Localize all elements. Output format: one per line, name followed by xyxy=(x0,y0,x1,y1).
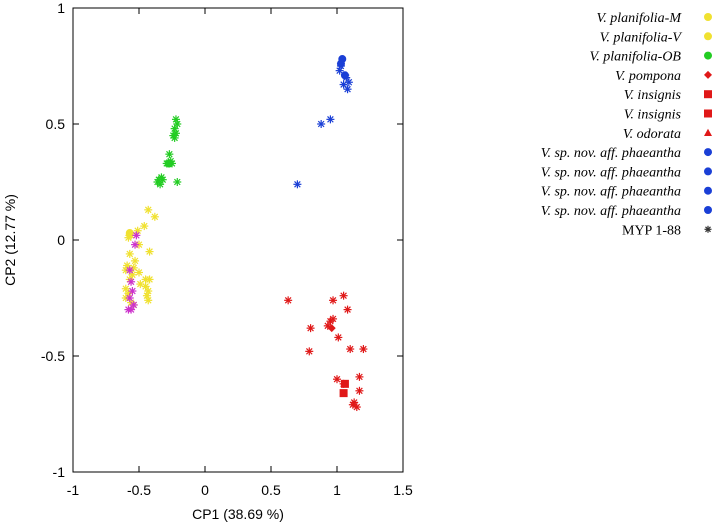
legend-label: V. planifolia-OB xyxy=(589,50,681,65)
legend: V. planifolia-M V. planifolia-V V. planifo… xyxy=(541,11,712,238)
legend-marker xyxy=(704,90,712,99)
data-point-yellow xyxy=(144,296,153,305)
x-axis-label: CP1 (38.69 %) xyxy=(192,506,284,522)
data-point-red-square xyxy=(340,379,349,388)
data-point-yellow xyxy=(131,256,140,265)
data-point-red xyxy=(329,314,338,323)
data-point-yellow xyxy=(140,222,149,231)
data-points xyxy=(121,55,368,412)
data-point-red xyxy=(284,296,293,305)
data-point-blue xyxy=(293,180,302,189)
data-point-green xyxy=(165,150,174,159)
data-point-yellow xyxy=(145,275,154,284)
axis-ticks: -1 -0.5 0 0.5 1 1.5 1 0.5 0 -0.5 -1 xyxy=(41,0,413,498)
data-point-red xyxy=(346,345,355,354)
y-tick-label: 0 xyxy=(57,232,65,248)
legend-marker xyxy=(704,32,712,41)
legend-marker xyxy=(704,206,712,214)
y-tick-label: -0.5 xyxy=(41,348,65,364)
data-point-red xyxy=(329,296,338,305)
y-tick-label: 1 xyxy=(57,0,65,16)
data-point-blue xyxy=(317,120,326,128)
data-point-yellow xyxy=(125,249,134,258)
data-point-magenta xyxy=(129,300,138,309)
data-point-green xyxy=(156,180,165,189)
x-tick-label: -0.5 xyxy=(127,482,151,498)
data-point-blue xyxy=(343,85,352,94)
legend-label: V. planifolia-V xyxy=(600,30,683,45)
data-point-green xyxy=(170,133,179,142)
data-point-magenta xyxy=(131,240,140,249)
y-tick-label: 0.5 xyxy=(46,116,66,132)
data-point-green xyxy=(173,178,182,186)
data-point-magenta xyxy=(128,287,137,296)
data-point-green xyxy=(171,115,180,124)
data-point-yellow-circle xyxy=(125,229,134,238)
legend-label: V. sp. nov. aff. phaeantha xyxy=(541,204,681,219)
x-tick-label: 1.5 xyxy=(393,482,413,498)
legend-label: V. pompona xyxy=(615,69,681,84)
x-tick-label: 1 xyxy=(333,482,341,498)
legend-marker xyxy=(704,70,712,79)
legend-marker xyxy=(704,225,712,233)
legend-label: V. sp. nov. aff. phaeantha xyxy=(541,165,681,180)
x-tick-label: -1 xyxy=(67,482,80,498)
legend-label: V. sp. nov. aff. phaeantha xyxy=(541,185,681,200)
legend-label: V. insignis xyxy=(624,88,682,103)
data-point-blue xyxy=(326,115,335,124)
data-point-yellow xyxy=(135,268,143,277)
data-point-red xyxy=(348,400,357,409)
data-point-magenta xyxy=(132,231,141,240)
legend-marker xyxy=(704,148,712,157)
data-point-blue-circle xyxy=(340,71,349,80)
data-point-yellow xyxy=(145,247,154,256)
data-point-magenta xyxy=(125,294,134,302)
legend-marker xyxy=(704,13,712,21)
data-point-red xyxy=(343,305,352,314)
y-axis-label: CP2 (12.77 %) xyxy=(2,194,18,286)
legend-label: V. planifolia-M xyxy=(596,11,682,26)
legend-marker xyxy=(704,167,712,176)
data-point-green-circle xyxy=(165,159,174,168)
data-point-magenta xyxy=(125,266,134,275)
x-tick-label: 0.5 xyxy=(261,482,281,498)
data-point-red-square xyxy=(339,389,348,398)
data-point-red xyxy=(359,345,368,354)
legend-label: V. odorata xyxy=(623,127,681,142)
legend-label: V. sp. nov. aff. phaeantha xyxy=(541,146,681,161)
data-point-red xyxy=(333,375,341,384)
data-point-red xyxy=(339,291,348,300)
data-point-red-diamond xyxy=(327,324,336,333)
data-point-red xyxy=(306,324,315,333)
data-point-magenta xyxy=(127,277,136,286)
legend-label: MYP 1-88 xyxy=(622,223,681,238)
data-point-yellow xyxy=(123,261,132,270)
data-point-yellow xyxy=(121,284,130,293)
data-point-red xyxy=(334,333,343,342)
legend-marker xyxy=(704,128,712,136)
legend-marker xyxy=(704,51,712,60)
x-tick-label: 0 xyxy=(201,482,209,498)
legend-marker xyxy=(704,186,712,195)
data-point-red xyxy=(355,372,364,381)
legend-marker xyxy=(704,109,712,118)
data-point-red xyxy=(305,347,314,356)
data-point-yellow xyxy=(141,282,150,291)
data-point-yellow xyxy=(150,212,159,221)
data-point-blue xyxy=(335,66,344,75)
y-tick-label: -1 xyxy=(53,464,66,480)
data-point-blue-circle xyxy=(336,59,345,68)
data-point-red xyxy=(355,386,364,395)
data-point-yellow xyxy=(144,205,153,214)
legend-label: V. insignis xyxy=(624,108,682,123)
